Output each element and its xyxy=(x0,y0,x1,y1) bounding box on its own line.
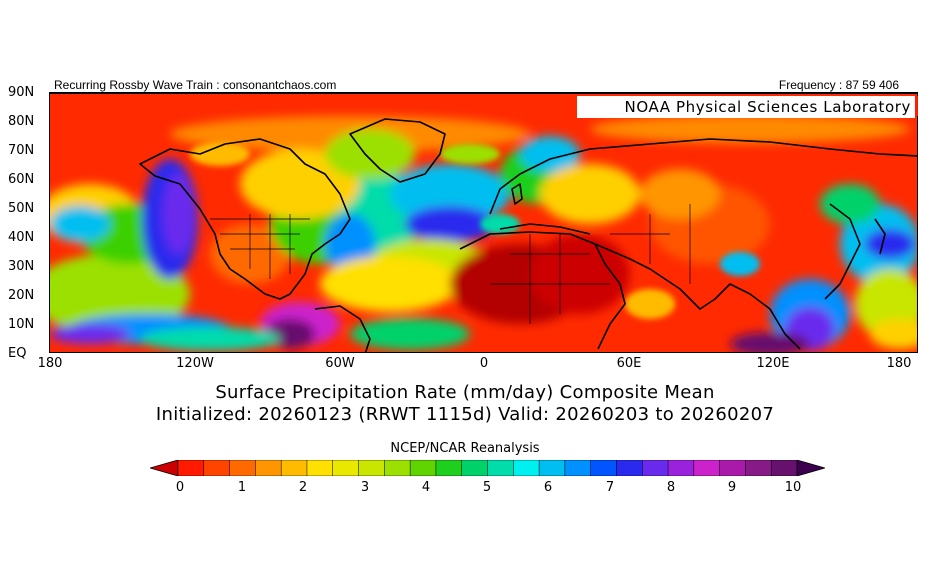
colorbar-segment xyxy=(306,460,334,476)
precipitation-map xyxy=(49,93,918,353)
header-right-text: Frequency : 87 59 406 xyxy=(778,78,899,92)
lon-label-180w: 180 xyxy=(37,356,63,371)
lat-label-60n: 60N xyxy=(8,172,35,187)
colorbar-segment xyxy=(435,460,463,476)
colorbar-underflow-triangle xyxy=(150,460,179,476)
colorbar-overflow-triangle xyxy=(796,460,825,476)
mediterranean-outline xyxy=(499,223,591,235)
colorbar-segment xyxy=(770,460,798,476)
lab-label-accent xyxy=(915,96,918,116)
eurasia-outline xyxy=(489,138,917,215)
colorbar-tick-3: 3 xyxy=(360,480,370,495)
colorbar-segment xyxy=(280,460,308,476)
lon-label-0: 0 xyxy=(479,356,489,371)
colorbar-segment xyxy=(745,460,772,476)
colorbar-tick-7: 7 xyxy=(605,480,615,495)
colorbar-segment xyxy=(255,460,282,476)
lon-label-120e: 120E xyxy=(756,356,790,371)
colorbar-segment xyxy=(693,460,721,476)
colorbar-segment xyxy=(461,460,489,476)
uk-outline xyxy=(511,183,523,205)
lat-label-10n: 10N xyxy=(8,317,35,332)
colorbar-tick-2: 2 xyxy=(298,480,308,495)
lab-label: NOAA Physical Sciences Laboratory xyxy=(624,98,911,116)
borders xyxy=(210,204,691,324)
chart-title: Surface Precipitation Rate (mm/day) Comp… xyxy=(215,382,715,403)
north-america-outline xyxy=(139,138,351,300)
colorbar-segment xyxy=(642,460,669,476)
colorbar-tick-8: 8 xyxy=(666,480,676,495)
colorbar-segment xyxy=(409,460,437,476)
east-asia-outline xyxy=(824,203,861,300)
lat-label-eq: EQ xyxy=(8,346,27,361)
colorbar-segment xyxy=(616,460,643,476)
colorbar-segment xyxy=(513,460,540,476)
greenland-outline xyxy=(349,118,446,183)
colorbar-tick-10: 10 xyxy=(784,480,802,495)
colorbar-tick-0: 0 xyxy=(175,480,185,495)
colorbar-segment xyxy=(564,460,592,476)
lon-label-60w: 60W xyxy=(325,356,355,371)
map-canvas xyxy=(50,94,917,352)
header-left-text: Recurring Rossby Wave Train : consonantc… xyxy=(54,78,337,92)
colorbar-segment xyxy=(203,460,231,476)
colorbar-tick-6: 6 xyxy=(543,480,553,495)
lat-label-50n: 50N xyxy=(8,201,35,216)
coastlines xyxy=(139,118,917,352)
colorbar-segment xyxy=(384,460,411,476)
colorbar-segment xyxy=(332,460,360,476)
lat-label-20n: 20N xyxy=(8,288,35,303)
colorbar-tick-5: 5 xyxy=(482,480,492,495)
colorbar-tick-4: 4 xyxy=(421,480,431,495)
japan-outline xyxy=(874,218,886,255)
lon-label-180e: 180 xyxy=(886,356,912,371)
colorbar-tick-1: 1 xyxy=(237,480,247,495)
lon-label-120w: 120W xyxy=(176,356,214,371)
lon-label-60e: 60E xyxy=(616,356,642,371)
colorbar-segment xyxy=(358,460,385,476)
lat-label-90n: 90N xyxy=(8,85,35,100)
chart-subtitle: Initialized: 20260123 (RRWT 1115d) Valid… xyxy=(155,404,775,425)
colorbar-segment xyxy=(487,460,514,476)
lat-label-30n: 30N xyxy=(8,259,35,274)
data-source-label: NCEP/NCAR Reanalysis xyxy=(390,441,540,456)
colorbar-segment xyxy=(667,460,695,476)
south-america-outline xyxy=(314,305,371,352)
lat-label-80n: 80N xyxy=(8,114,35,129)
lab-label-box: NOAA Physical Sciences Laboratory xyxy=(577,96,915,118)
precipitation-detail xyxy=(190,142,760,319)
africa-outline xyxy=(459,231,626,350)
colorbar-segment xyxy=(177,460,205,476)
map-top-rule xyxy=(49,92,918,93)
colorbar-segment xyxy=(719,460,746,476)
colorbar xyxy=(150,460,825,476)
lat-label-70n: 70N xyxy=(8,143,35,158)
colorbar-segment xyxy=(538,460,566,476)
colorbar-segment xyxy=(229,460,256,476)
lat-label-40n: 40N xyxy=(8,230,35,245)
colorbar-segment xyxy=(590,460,618,476)
asia-south-outline xyxy=(594,243,801,350)
colorbar-tick-9: 9 xyxy=(727,480,737,495)
